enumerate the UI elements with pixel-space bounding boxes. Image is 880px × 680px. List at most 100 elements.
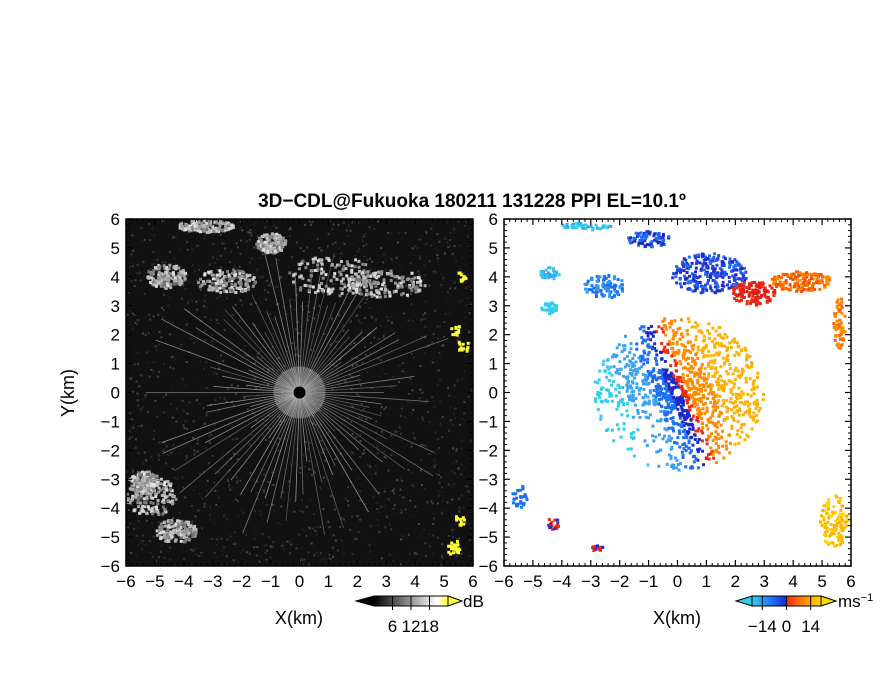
velocity-bin [645, 444, 649, 448]
velocity-bin [740, 390, 744, 394]
velocity-echo [716, 271, 720, 275]
noise-speckle [290, 463, 293, 466]
noise-speckle [202, 297, 205, 300]
noise-speckle [437, 259, 440, 262]
echo-patch [144, 471, 148, 475]
noise-speckle [414, 505, 417, 508]
velocity-bin [665, 376, 669, 380]
echo-patch [230, 286, 234, 290]
velocity-echo [723, 256, 727, 260]
noise-speckle [181, 388, 184, 391]
echo-patch [205, 230, 209, 234]
strong-echo [455, 550, 459, 554]
echo-patch [351, 283, 355, 287]
noise-speckle [361, 452, 364, 455]
noise-speckle [214, 489, 217, 492]
noise-speckle [231, 487, 234, 490]
echo-patch [215, 273, 219, 277]
velocity-bin [690, 404, 694, 408]
velocity-bin [621, 344, 625, 348]
echo-patch [339, 286, 343, 290]
velocity-bin [665, 417, 669, 421]
velocity-bin [652, 346, 656, 350]
noise-speckle [461, 256, 464, 259]
noise-speckle [264, 226, 267, 229]
velocity-bin [668, 377, 672, 381]
noise-speckle [305, 534, 308, 537]
echo-patch [152, 269, 156, 273]
noise-speckle [205, 365, 208, 368]
echo-patch [188, 537, 192, 541]
velocity-echo [744, 276, 748, 280]
noise-speckle [441, 556, 444, 559]
echo-patch [384, 288, 388, 292]
echo-patch [131, 497, 135, 501]
velocity-bin [649, 324, 653, 328]
velocity-bin [754, 420, 758, 424]
noise-speckle [456, 538, 459, 541]
x-tick-label: −4 [174, 572, 193, 591]
velocity-bin [658, 385, 662, 389]
echo-patch [392, 290, 396, 294]
velocity-bin [651, 347, 655, 351]
echo-patch [138, 501, 142, 505]
velocity-bin [730, 408, 734, 412]
noise-speckle [162, 396, 165, 399]
noise-speckle [462, 507, 465, 510]
noise-speckle [276, 259, 279, 262]
echo-patch [317, 286, 321, 290]
noise-speckle [158, 370, 161, 373]
noise-speckle [147, 361, 150, 364]
echo-patch [266, 240, 270, 244]
noise-speckle [190, 564, 193, 566]
velocity-bin [730, 415, 734, 419]
velocity-bin [614, 394, 618, 398]
echo-patch [275, 249, 279, 253]
velocity-echo [723, 270, 727, 274]
velocity-bin [725, 335, 729, 339]
y-tick-label: −3 [101, 470, 120, 489]
velocity-bin [696, 466, 700, 470]
noise-speckle [190, 242, 193, 245]
noise-speckle [471, 390, 473, 393]
velocity-bin [672, 466, 676, 470]
noise-speckle [450, 470, 453, 473]
noise-speckle [169, 250, 172, 253]
echo-patch [300, 261, 304, 265]
noise-speckle [142, 534, 145, 537]
velocity-bin [685, 416, 689, 420]
echo-patch [153, 477, 157, 481]
velocity-bin [665, 462, 669, 466]
noise-speckle [370, 315, 373, 318]
velocity-bin [679, 404, 683, 408]
velocity-bin [717, 399, 721, 403]
noise-speckle [172, 367, 175, 370]
velocity-bin [666, 402, 670, 406]
velocity-bin [673, 353, 677, 357]
velocity-bin [632, 399, 636, 403]
velocity-bin [686, 341, 690, 345]
velocity-bin [608, 371, 612, 375]
echo-patch [340, 291, 344, 295]
noise-speckle [376, 518, 379, 521]
velocity-bin [671, 399, 675, 403]
velocity-bin [686, 381, 690, 385]
radial-ray [299, 392, 369, 513]
velocity-echo [731, 274, 735, 278]
velocity-bin [685, 401, 689, 405]
noise-speckle [458, 266, 461, 269]
velocity-bin [699, 370, 703, 374]
noise-speckle [195, 308, 198, 311]
noise-speckle [324, 459, 327, 462]
radial-ray [246, 384, 300, 393]
velocity-bin [635, 342, 639, 346]
echo-patch [339, 259, 343, 263]
echo-patch [158, 279, 162, 283]
echo-patch [139, 487, 143, 491]
noise-speckle [289, 498, 292, 501]
velocity-bin [673, 456, 677, 460]
echo-patch [137, 482, 141, 486]
noise-speckle [359, 453, 362, 456]
velocity-bin [708, 336, 712, 340]
noise-speckle [465, 485, 468, 488]
